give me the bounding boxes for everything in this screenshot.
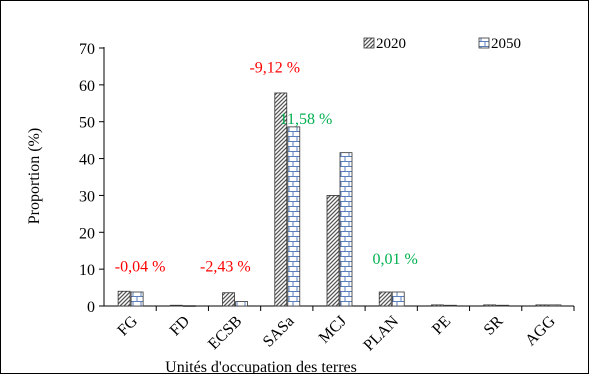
axes: 0 10 20 30 40 50 60 70 FG FD ECSB SASa MCJ PLAN PE SR AG…: [79, 41, 575, 354]
x-tick-label-fg: FG: [114, 312, 141, 339]
legend-swatch-2050: [478, 37, 490, 49]
x-tick-label-ecsb: ECSB: [205, 313, 245, 353]
x-tick-label-mcj: MCJ: [316, 313, 350, 347]
annotation-change: -9,12 %: [249, 59, 300, 76]
y-tick-label: 30: [79, 188, 95, 205]
y-axis-label: Proportion (%): [26, 128, 43, 224]
bar-2020-fg: [117, 290, 131, 307]
annotations: -0,04 % -2,43 % -9,12 % 11,58 % 0,01 %: [115, 59, 418, 275]
y-tick-label: 20: [79, 225, 95, 242]
bar-2050-agg: [548, 304, 562, 307]
bar-2020-fd: [169, 304, 183, 307]
x-tick-label-fd: FD: [167, 313, 193, 339]
bar-2020-pe: [431, 304, 444, 307]
x-tick-label-sasa: SASa: [260, 313, 298, 351]
x-axis-label: Unités d'occupation des terres: [165, 359, 357, 373]
y-tick-label: 70: [79, 41, 95, 58]
bar-2020-sr: [483, 304, 497, 307]
legend: 2020 2050: [363, 36, 521, 52]
bar-2050-plan: [391, 291, 405, 307]
bars: [117, 92, 562, 307]
y-tick-label: 60: [79, 78, 95, 95]
bar-2050-pe: [444, 304, 457, 307]
x-tick-label-sr: SR: [481, 313, 507, 339]
bar-2020-ecsb: [222, 292, 235, 307]
bar-2050-sasa: [287, 126, 301, 307]
bar-2020-mcj: [326, 195, 340, 307]
legend-label-2020: 2020: [376, 36, 406, 52]
annotation-change: 11,58 %: [280, 111, 333, 128]
bar-2050-mcj: [339, 152, 353, 307]
y-tick-label: 50: [79, 115, 95, 132]
x-tick-label-plan: PLAN: [360, 312, 402, 354]
bar-2020-sasa: [274, 92, 288, 307]
bar-2050-ecsb: [235, 301, 248, 307]
legend-swatch-2020: [363, 37, 375, 49]
y-tick-label: 10: [79, 262, 95, 279]
bar-2050-fg: [130, 291, 144, 307]
x-tick-label-pe: PE: [429, 313, 454, 338]
annotation-change: -0,04 %: [115, 258, 166, 275]
y-tick-label: 40: [79, 152, 95, 169]
x-tick-label-agg: AGG: [522, 312, 559, 349]
bar-2050-sr: [496, 304, 510, 307]
bar-2020-agg: [535, 304, 549, 307]
y-tick-label: 0: [87, 299, 95, 316]
annotation-change: 0,01 %: [373, 251, 418, 268]
legend-label-2050: 2050: [491, 36, 521, 52]
annotation-change: -2,43 %: [200, 258, 251, 275]
bar-2050-fd: [182, 305, 196, 307]
bar-2020-plan: [378, 291, 392, 307]
